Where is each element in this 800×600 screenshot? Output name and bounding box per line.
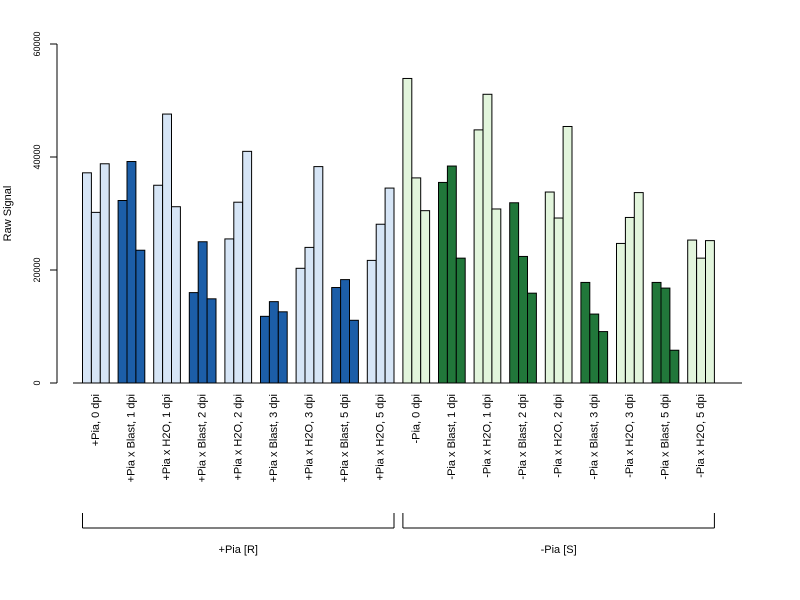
bar — [580, 281, 591, 384]
bar — [277, 311, 288, 384]
bar — [438, 181, 448, 384]
bar — [660, 287, 671, 384]
bar — [420, 210, 431, 384]
x-category-label: +Pia x Blast, 5 dpi — [339, 394, 351, 482]
bar — [482, 93, 493, 384]
bar — [544, 191, 555, 384]
bar — [224, 238, 235, 384]
bar — [411, 177, 422, 384]
bar — [687, 239, 698, 384]
bar — [384, 187, 395, 384]
x-category-label: -Pia x Blast, 2 dpi — [517, 394, 529, 480]
label-layer: +Pia, 0 dpi +Pia x Blast, 1 dpi +Pia x H2O… — [90, 394, 707, 482]
bar — [624, 216, 635, 384]
bar — [366, 259, 377, 384]
bar — [117, 200, 128, 384]
bar — [696, 257, 706, 384]
bar — [491, 208, 502, 384]
x-category-label: -Pia, 0 dpi — [410, 394, 422, 444]
x-category-label: -Pia x H2O, 3 dpi — [624, 394, 636, 478]
bar — [562, 125, 573, 384]
bar — [455, 257, 466, 384]
bar — [135, 249, 146, 384]
y-tick-label: 40000 — [32, 144, 42, 169]
bar — [598, 331, 609, 384]
bar — [375, 223, 386, 384]
bar — [295, 267, 306, 384]
bracket-layer: +Pia [R] -Pia [S] — [82, 513, 715, 556]
x-category-label: +Pia x Blast, 3 dpi — [268, 394, 280, 482]
bar — [633, 192, 644, 384]
bar — [304, 246, 315, 384]
group-bracket-label: -Pia [S] — [541, 544, 577, 556]
bar — [82, 172, 92, 384]
bar — [518, 255, 528, 384]
bar — [589, 313, 600, 384]
bar — [171, 206, 181, 384]
bar — [705, 240, 715, 384]
y-tick-label: 60000 — [32, 31, 42, 56]
bar — [188, 292, 199, 384]
bar — [669, 349, 680, 384]
bar — [331, 287, 342, 384]
bar — [99, 163, 110, 384]
x-category-label: +Pia x H2O, 1 dpi — [161, 394, 173, 481]
bar — [153, 184, 164, 384]
bar-layer — [82, 77, 715, 384]
bar — [242, 150, 253, 384]
x-category-label: -Pia x Blast, 3 dpi — [588, 394, 600, 480]
x-category-label: +Pia x H2O, 2 dpi — [232, 394, 244, 481]
bar — [527, 292, 537, 384]
x-category-label: +Pia x H2O, 3 dpi — [303, 394, 315, 481]
bar — [651, 281, 662, 384]
bar — [349, 319, 359, 384]
y-tick-label: 20000 — [32, 257, 42, 282]
x-category-label: +Pia x H2O, 5 dpi — [375, 394, 387, 481]
bar — [509, 202, 520, 384]
bar — [268, 301, 279, 384]
group-bracket-label: +Pia [R] — [219, 544, 258, 556]
x-category-label: -Pia x Blast, 5 dpi — [659, 394, 671, 480]
x-category-label: -Pia x H2O, 2 dpi — [553, 394, 565, 478]
bar — [197, 241, 208, 384]
bar — [473, 129, 484, 384]
y-tick-label: 0 — [32, 380, 42, 385]
x-category-label: +Pia x Blast, 1 dpi — [125, 394, 137, 482]
x-category-label: +Pia, 0 dpi — [90, 394, 102, 446]
x-category-label: -Pia x H2O, 1 dpi — [481, 394, 493, 478]
x-category-label: -Pia x Blast, 1 dpi — [446, 394, 458, 480]
bar — [313, 166, 324, 384]
bar — [126, 161, 137, 384]
bar — [90, 211, 101, 384]
bar — [446, 165, 457, 384]
y-axis-title: Raw Signal — [2, 186, 14, 242]
bar — [260, 315, 270, 384]
x-category-label: +Pia x Blast, 2 dpi — [197, 394, 209, 482]
x-category-label: -Pia x H2O, 5 dpi — [695, 394, 707, 478]
bar — [402, 77, 413, 384]
bar — [616, 242, 626, 384]
bar — [162, 113, 173, 384]
bar — [553, 217, 564, 384]
bar — [206, 298, 217, 384]
bar — [340, 279, 351, 384]
bar — [233, 201, 244, 384]
